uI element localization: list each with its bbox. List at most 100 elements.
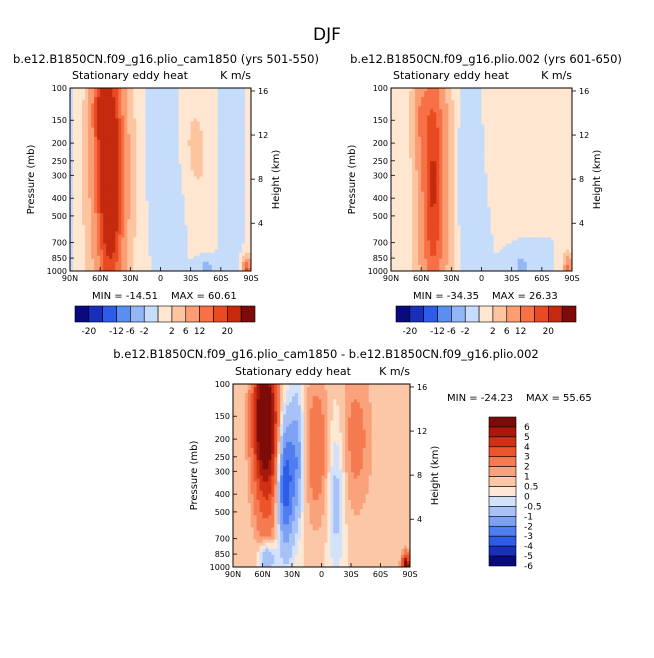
- heatmap-cell: [439, 137, 442, 140]
- heatmap-cell: [145, 131, 148, 134]
- heatmap-cell: [233, 231, 236, 234]
- heatmap-cell: [139, 186, 142, 189]
- heatmap-cell: [70, 237, 73, 240]
- heatmap-cell: [400, 237, 403, 240]
- heatmap-cell: [221, 262, 224, 265]
- heatmap-cell: [136, 173, 139, 176]
- heatmap-cell: [82, 207, 85, 210]
- heatmap-cell: [179, 122, 182, 125]
- heatmap-cell: [218, 234, 221, 237]
- heatmap-cell: [91, 97, 94, 100]
- heatmap-cell: [233, 115, 236, 118]
- heatmap-cell: [218, 158, 221, 161]
- heatmap-cell: [112, 244, 115, 247]
- heatmap-cell: [76, 189, 79, 192]
- heatmap-cell: [418, 167, 421, 170]
- heatmap-cell: [109, 119, 112, 122]
- heatmap-cell: [454, 259, 457, 262]
- heatmap-cell: [70, 231, 73, 234]
- heatmap-cell: [448, 237, 451, 240]
- heatmap-cell: [442, 164, 445, 167]
- heatmap-cell: [182, 180, 185, 183]
- heatmap-cell: [130, 210, 133, 213]
- heatmap-cell: [82, 109, 85, 112]
- heatmap-cell: [191, 109, 194, 112]
- heatmap-cell: [115, 265, 118, 268]
- heatmap-cell: [227, 112, 230, 115]
- heatmap-cell: [151, 176, 154, 179]
- heatmap-cell: [194, 244, 197, 247]
- heatmap-cell: [127, 210, 130, 213]
- heatmap-cell: [100, 189, 103, 192]
- heatmap-cell: [182, 140, 185, 143]
- heatmap-cell: [148, 161, 151, 164]
- heatmap-cell: [409, 112, 412, 115]
- heatmap-cell: [403, 167, 406, 170]
- heatmap-cell: [433, 253, 436, 256]
- heatmap-cell: [227, 152, 230, 155]
- heatmap-cell: [100, 244, 103, 247]
- heatmap-cell: [430, 204, 433, 207]
- heatmap-cell: [218, 170, 221, 173]
- heatmap-cell: [100, 143, 103, 146]
- heatmap-cell: [161, 131, 164, 134]
- heatmap-cell: [133, 207, 136, 210]
- heatmap-cell: [212, 192, 215, 195]
- heatmap-cell: [109, 88, 112, 91]
- heatmap-cell: [439, 155, 442, 158]
- heatmap-cell: [94, 228, 97, 231]
- heatmap-cell: [400, 253, 403, 256]
- heatmap-cell: [224, 140, 227, 143]
- heatmap-cell: [439, 183, 442, 186]
- heatmap-cell: [194, 173, 197, 176]
- heatmap-cell: [142, 131, 145, 134]
- heatmap-cell: [88, 222, 91, 225]
- heatmap-cell: [76, 122, 79, 125]
- heatmap-cell: [454, 91, 457, 94]
- heatmap-cell: [203, 183, 206, 186]
- heatmap-cell: [409, 170, 412, 173]
- heatmap-cell: [427, 122, 430, 125]
- heatmap-cell: [167, 234, 170, 237]
- heatmap-cell: [194, 152, 197, 155]
- heatmap-cell: [103, 265, 106, 268]
- heatmap-cell: [406, 97, 409, 100]
- heatmap-cell: [227, 247, 230, 250]
- heatmap-cell: [112, 204, 115, 207]
- heatmap-cell: [418, 131, 421, 134]
- heatmap-cell: [245, 189, 248, 192]
- heatmap-cell: [445, 262, 448, 265]
- heatmap-cell: [427, 97, 430, 100]
- heatmap-cell: [91, 253, 94, 256]
- heatmap-cell: [179, 103, 182, 106]
- heatmap-cell: [124, 88, 127, 91]
- heatmap-cell: [133, 106, 136, 109]
- heatmap-cell: [133, 161, 136, 164]
- heatmap-cell: [197, 94, 200, 97]
- heatmap-cell: [148, 173, 151, 176]
- heatmap-cell: [409, 137, 412, 140]
- heatmap-cell: [182, 176, 185, 179]
- heatmap-cell: [127, 173, 130, 176]
- heatmap-cell: [403, 189, 406, 192]
- heatmap-cell: [245, 167, 248, 170]
- heatmap-cell: [412, 115, 415, 118]
- heatmap-cell: [121, 176, 124, 179]
- heatmap-cell: [164, 161, 167, 164]
- heatmap-cell: [179, 259, 182, 262]
- heatmap-cell: [218, 106, 221, 109]
- heatmap-cell: [397, 244, 400, 247]
- heatmap-cell: [197, 241, 200, 244]
- heatmap-cell: [151, 210, 154, 213]
- heatmap-cell: [448, 88, 451, 91]
- heatmap-cell: [427, 180, 430, 183]
- heatmap-cell: [430, 131, 433, 134]
- heatmap-cell: [194, 204, 197, 207]
- heatmap-cell: [130, 265, 133, 268]
- heatmap-cell: [109, 250, 112, 253]
- heatmap-cell: [212, 134, 215, 137]
- heatmap-cell: [130, 262, 133, 265]
- heatmap-cell: [176, 265, 179, 268]
- heatmap-cell: [127, 149, 130, 152]
- heatmap-cell: [170, 198, 173, 201]
